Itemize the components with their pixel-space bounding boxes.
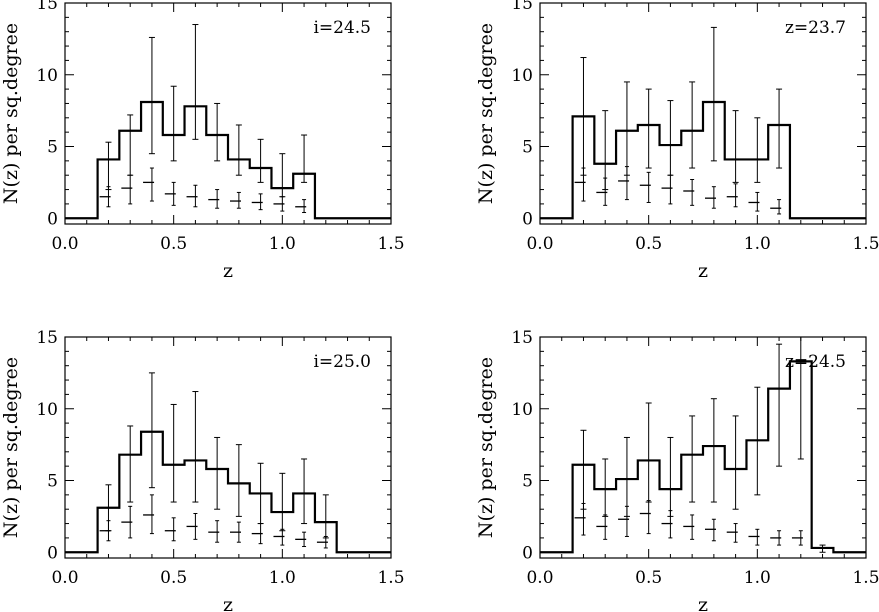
x-axis-label: z [223, 260, 233, 282]
y-tick-label: 15 [511, 0, 533, 14]
x-tick-label: 0.0 [526, 568, 553, 588]
y-tick-label: 10 [511, 400, 533, 420]
x-tick-label: 1.5 [377, 234, 404, 254]
x-tick-label: 0.0 [51, 568, 78, 588]
y-tick-label: 0 [47, 543, 58, 563]
y-tick-label: 10 [36, 66, 58, 86]
x-tick-label: 1.0 [269, 234, 296, 254]
y-axis-label: N(z) per sq.degree [0, 357, 22, 538]
y-tick-label: 5 [522, 138, 533, 158]
y-tick-label: 5 [522, 472, 533, 492]
x-axis-label: z [698, 260, 708, 282]
panel-1: 0.0 0.5 1.0 1.5 0 5 10 15 z N(z) per sq.degree i=2… [0, 0, 405, 282]
x-tick-label: 0.0 [526, 234, 553, 254]
plot-frame [64, 336, 392, 559]
x-tick-label: 0.5 [635, 568, 662, 588]
histogram-solid-line [65, 430, 391, 554]
x-tick-label: 0.5 [635, 234, 662, 254]
plot-frame [539, 2, 867, 225]
y-tick-label: 0 [522, 543, 533, 563]
x-axis-label: z [698, 594, 708, 612]
panel-3: 0.0 0.5 1.0 1.5 0 5 10 15 z N(z) per sq.degree i=2… [0, 328, 405, 612]
y-tick-label: 15 [36, 328, 58, 348]
panel-label: z=24.5 [785, 352, 846, 372]
panel-label: z=23.7 [785, 18, 846, 38]
plot-frame [539, 336, 867, 559]
panel-label: i=24.5 [313, 18, 371, 38]
y-tick-label: 0 [47, 209, 58, 229]
x-tick-label: 1.0 [269, 568, 296, 588]
y-tick-label: 10 [511, 66, 533, 86]
histogram-solid-line [65, 100, 391, 220]
y-tick-label: 15 [511, 328, 533, 348]
x-axis-label: z [223, 594, 233, 612]
panel-label: i=25.0 [313, 352, 371, 372]
x-tick-label: 1.5 [852, 234, 879, 254]
y-tick-label: 5 [47, 138, 58, 158]
y-axis-label: N(z) per sq.degree [0, 23, 22, 204]
histogram-solid-line [540, 100, 866, 220]
x-tick-label: 0.0 [51, 234, 78, 254]
x-tick-label: 1.0 [744, 234, 771, 254]
x-tick-label: 1.5 [852, 568, 879, 588]
x-tick-label: 1.0 [744, 568, 771, 588]
x-tick-label: 1.5 [377, 568, 404, 588]
panel-4: 0.0 0.5 1.0 1.5 0 5 10 15 z N(z) per sq.degree z=2… [475, 328, 879, 612]
x-tick-label: 0.5 [160, 568, 187, 588]
y-tick-label: 0 [522, 209, 533, 229]
y-tick-label: 5 [47, 472, 58, 492]
y-tick-label: 10 [36, 400, 58, 420]
x-tick-label: 0.5 [160, 234, 187, 254]
y-axis-label: N(z) per sq.degree [475, 357, 497, 538]
y-tick-label: 15 [36, 0, 58, 14]
y-axis-label: N(z) per sq.degree [475, 23, 497, 204]
panel-2: 0.0 0.5 1.0 1.5 0 5 10 15 z N(z) per sq.degree z=2… [475, 0, 879, 282]
histogram-solid-line [540, 360, 866, 554]
plot-frame [64, 2, 392, 225]
